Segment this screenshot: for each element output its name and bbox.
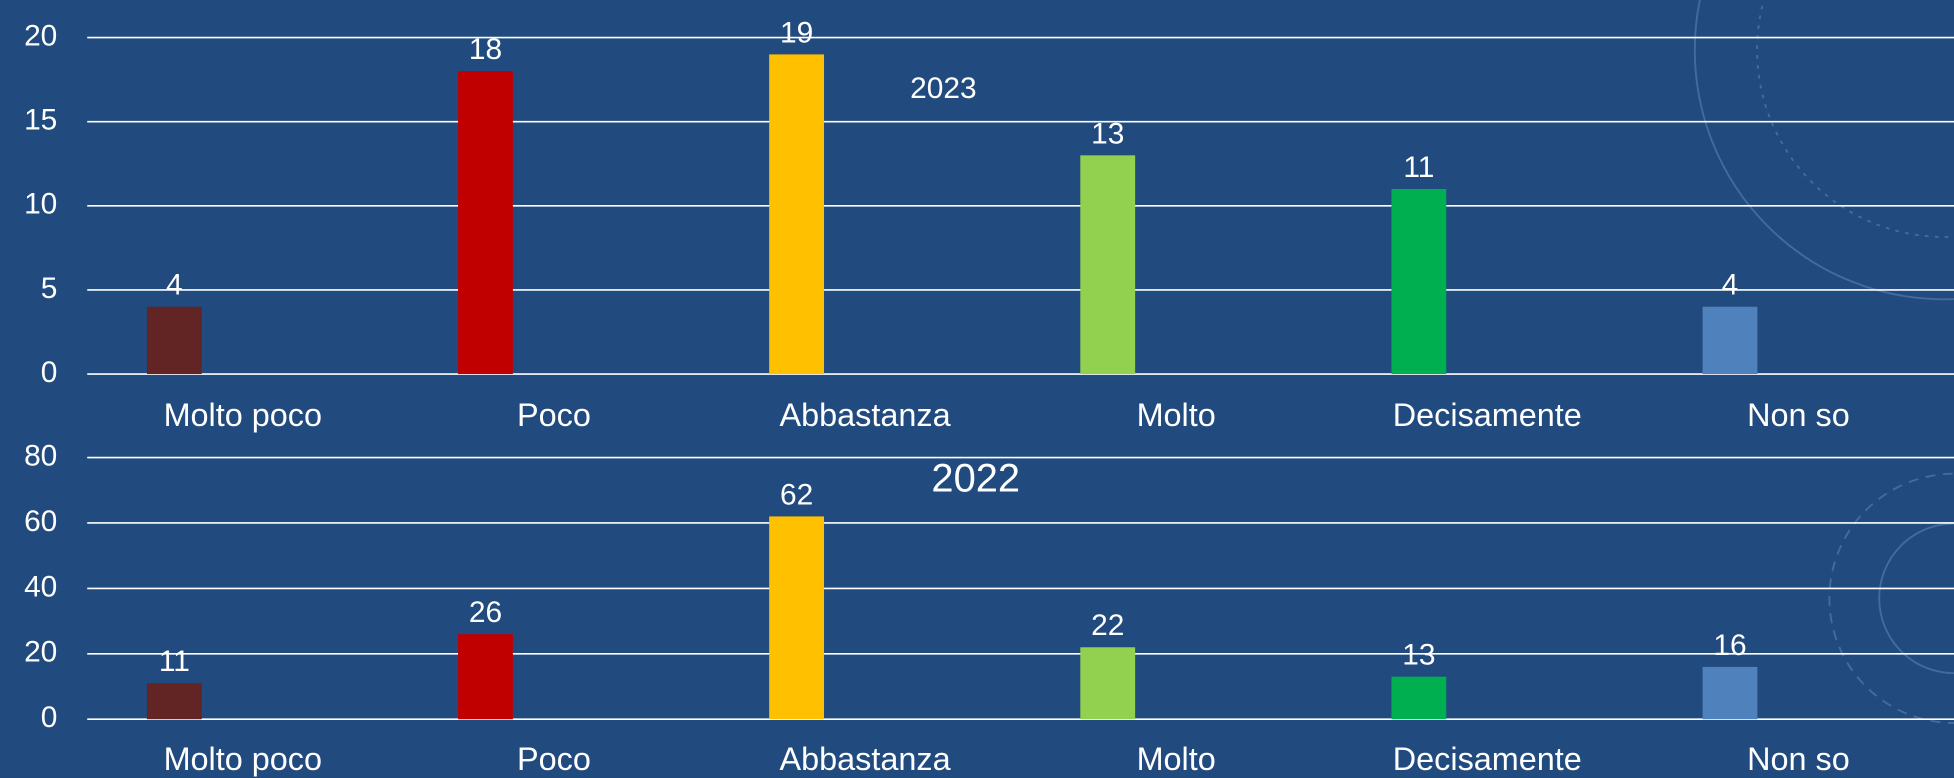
- bar: [1080, 155, 1136, 375]
- chart-title: 2023: [910, 72, 976, 105]
- x-tick-label: Decisamente: [1393, 397, 1582, 433]
- y-tick-label: 0: [41, 701, 58, 734]
- value-label: 16: [1713, 629, 1746, 662]
- value-label: 4: [166, 269, 183, 302]
- x-tick-label: Molto: [1137, 741, 1216, 777]
- decoration: [1693, 0, 1954, 724]
- value-label: 4: [1722, 269, 1739, 302]
- bar: [1080, 647, 1136, 720]
- value-label: 19: [780, 16, 813, 49]
- bar: [769, 516, 825, 720]
- y-tick-label: 40: [24, 570, 57, 603]
- y-tick-label: 10: [24, 188, 57, 221]
- value-label: 22: [1091, 609, 1124, 642]
- x-tick-label: Poco: [517, 397, 591, 433]
- x-tick-label: Abbastanza: [780, 397, 952, 433]
- y-tick-label: 80: [24, 439, 57, 472]
- x-tick-label: Poco: [517, 741, 591, 777]
- value-label: 13: [1402, 639, 1435, 672]
- x-tick-label: Non so: [1747, 741, 1850, 777]
- bar: [458, 71, 513, 375]
- bar: [458, 634, 513, 720]
- x-tick-label: Molto poco: [164, 397, 322, 433]
- y-tick-label: 0: [41, 356, 58, 389]
- y-tick-label: 15: [24, 104, 57, 137]
- value-label: 26: [469, 596, 502, 629]
- y-tick-label: 20: [24, 636, 57, 669]
- y-tick-label: 20: [24, 19, 57, 52]
- bar: [1702, 306, 1758, 375]
- value-label: 13: [1091, 117, 1124, 150]
- value-label: 11: [1403, 151, 1434, 184]
- value-label: 62: [780, 478, 813, 511]
- x-tick-label: Decisamente: [1393, 741, 1582, 777]
- x-tick-label: Abbastanza: [780, 741, 952, 777]
- x-tick-label: Molto poco: [164, 741, 322, 777]
- y-tick-label: 5: [41, 272, 58, 305]
- value-label: 11: [159, 645, 190, 678]
- x-tick-label: Molto: [1137, 397, 1216, 433]
- bar: [146, 683, 202, 720]
- bar: [146, 306, 202, 375]
- bar: [1391, 676, 1447, 720]
- value-label: 18: [469, 33, 502, 66]
- x-tick-label: Non so: [1747, 397, 1850, 433]
- y-tick-label: 60: [24, 505, 57, 538]
- bar: [1391, 188, 1447, 375]
- chart-title: 2022: [931, 457, 1020, 501]
- bar: [1702, 666, 1758, 720]
- bar: [769, 54, 825, 375]
